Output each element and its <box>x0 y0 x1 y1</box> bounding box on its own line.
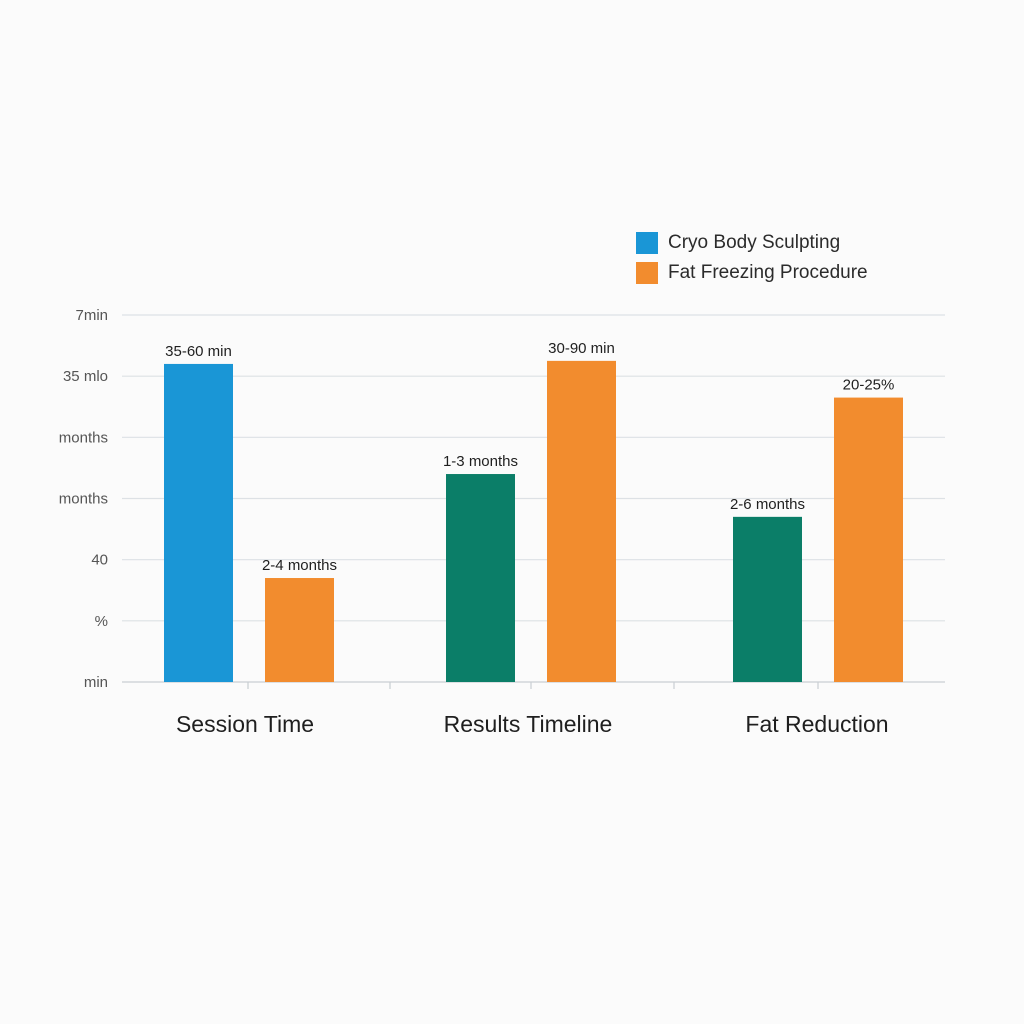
y-tick-label: months <box>59 429 108 446</box>
y-tick-label: 7min <box>75 307 108 324</box>
data-label: 2-4 months <box>262 557 337 574</box>
data-label: 2-6 months <box>730 496 805 513</box>
bar <box>733 516 802 682</box>
legend-item-fat-freezing: Fat Freezing Procedure <box>636 258 868 288</box>
y-tick-label: 35 mlo <box>63 368 108 385</box>
data-label: 20-25% <box>843 377 895 394</box>
legend: Cryo Body Sculpting Fat Freezing Procedu… <box>636 228 868 288</box>
data-label: 1-3 months <box>443 453 518 470</box>
data-label: 30-90 min <box>548 340 615 357</box>
legend-item-cryo: Cryo Body Sculpting <box>636 228 868 258</box>
legend-label-cryo: Cryo Body Sculpting <box>668 232 841 253</box>
legend-label-fat-freezing: Fat Freezing Procedure <box>668 262 868 283</box>
category-label: Session Time <box>176 711 314 737</box>
bar <box>164 363 233 682</box>
y-tick-label: 40 <box>91 552 108 569</box>
category-label: Fat Reduction <box>745 711 888 737</box>
legend-swatch-cryo <box>636 232 658 254</box>
y-tick-label: months <box>59 491 108 508</box>
bar <box>547 360 616 682</box>
y-tick-label: % <box>95 613 108 630</box>
bar <box>265 578 334 682</box>
y-tick-label: min <box>84 674 108 691</box>
bar <box>834 397 903 682</box>
data-label: 35-60 min <box>165 343 232 360</box>
category-label: Results Timeline <box>444 711 613 737</box>
bar <box>446 474 515 682</box>
legend-swatch-fat-freezing <box>636 262 658 284</box>
